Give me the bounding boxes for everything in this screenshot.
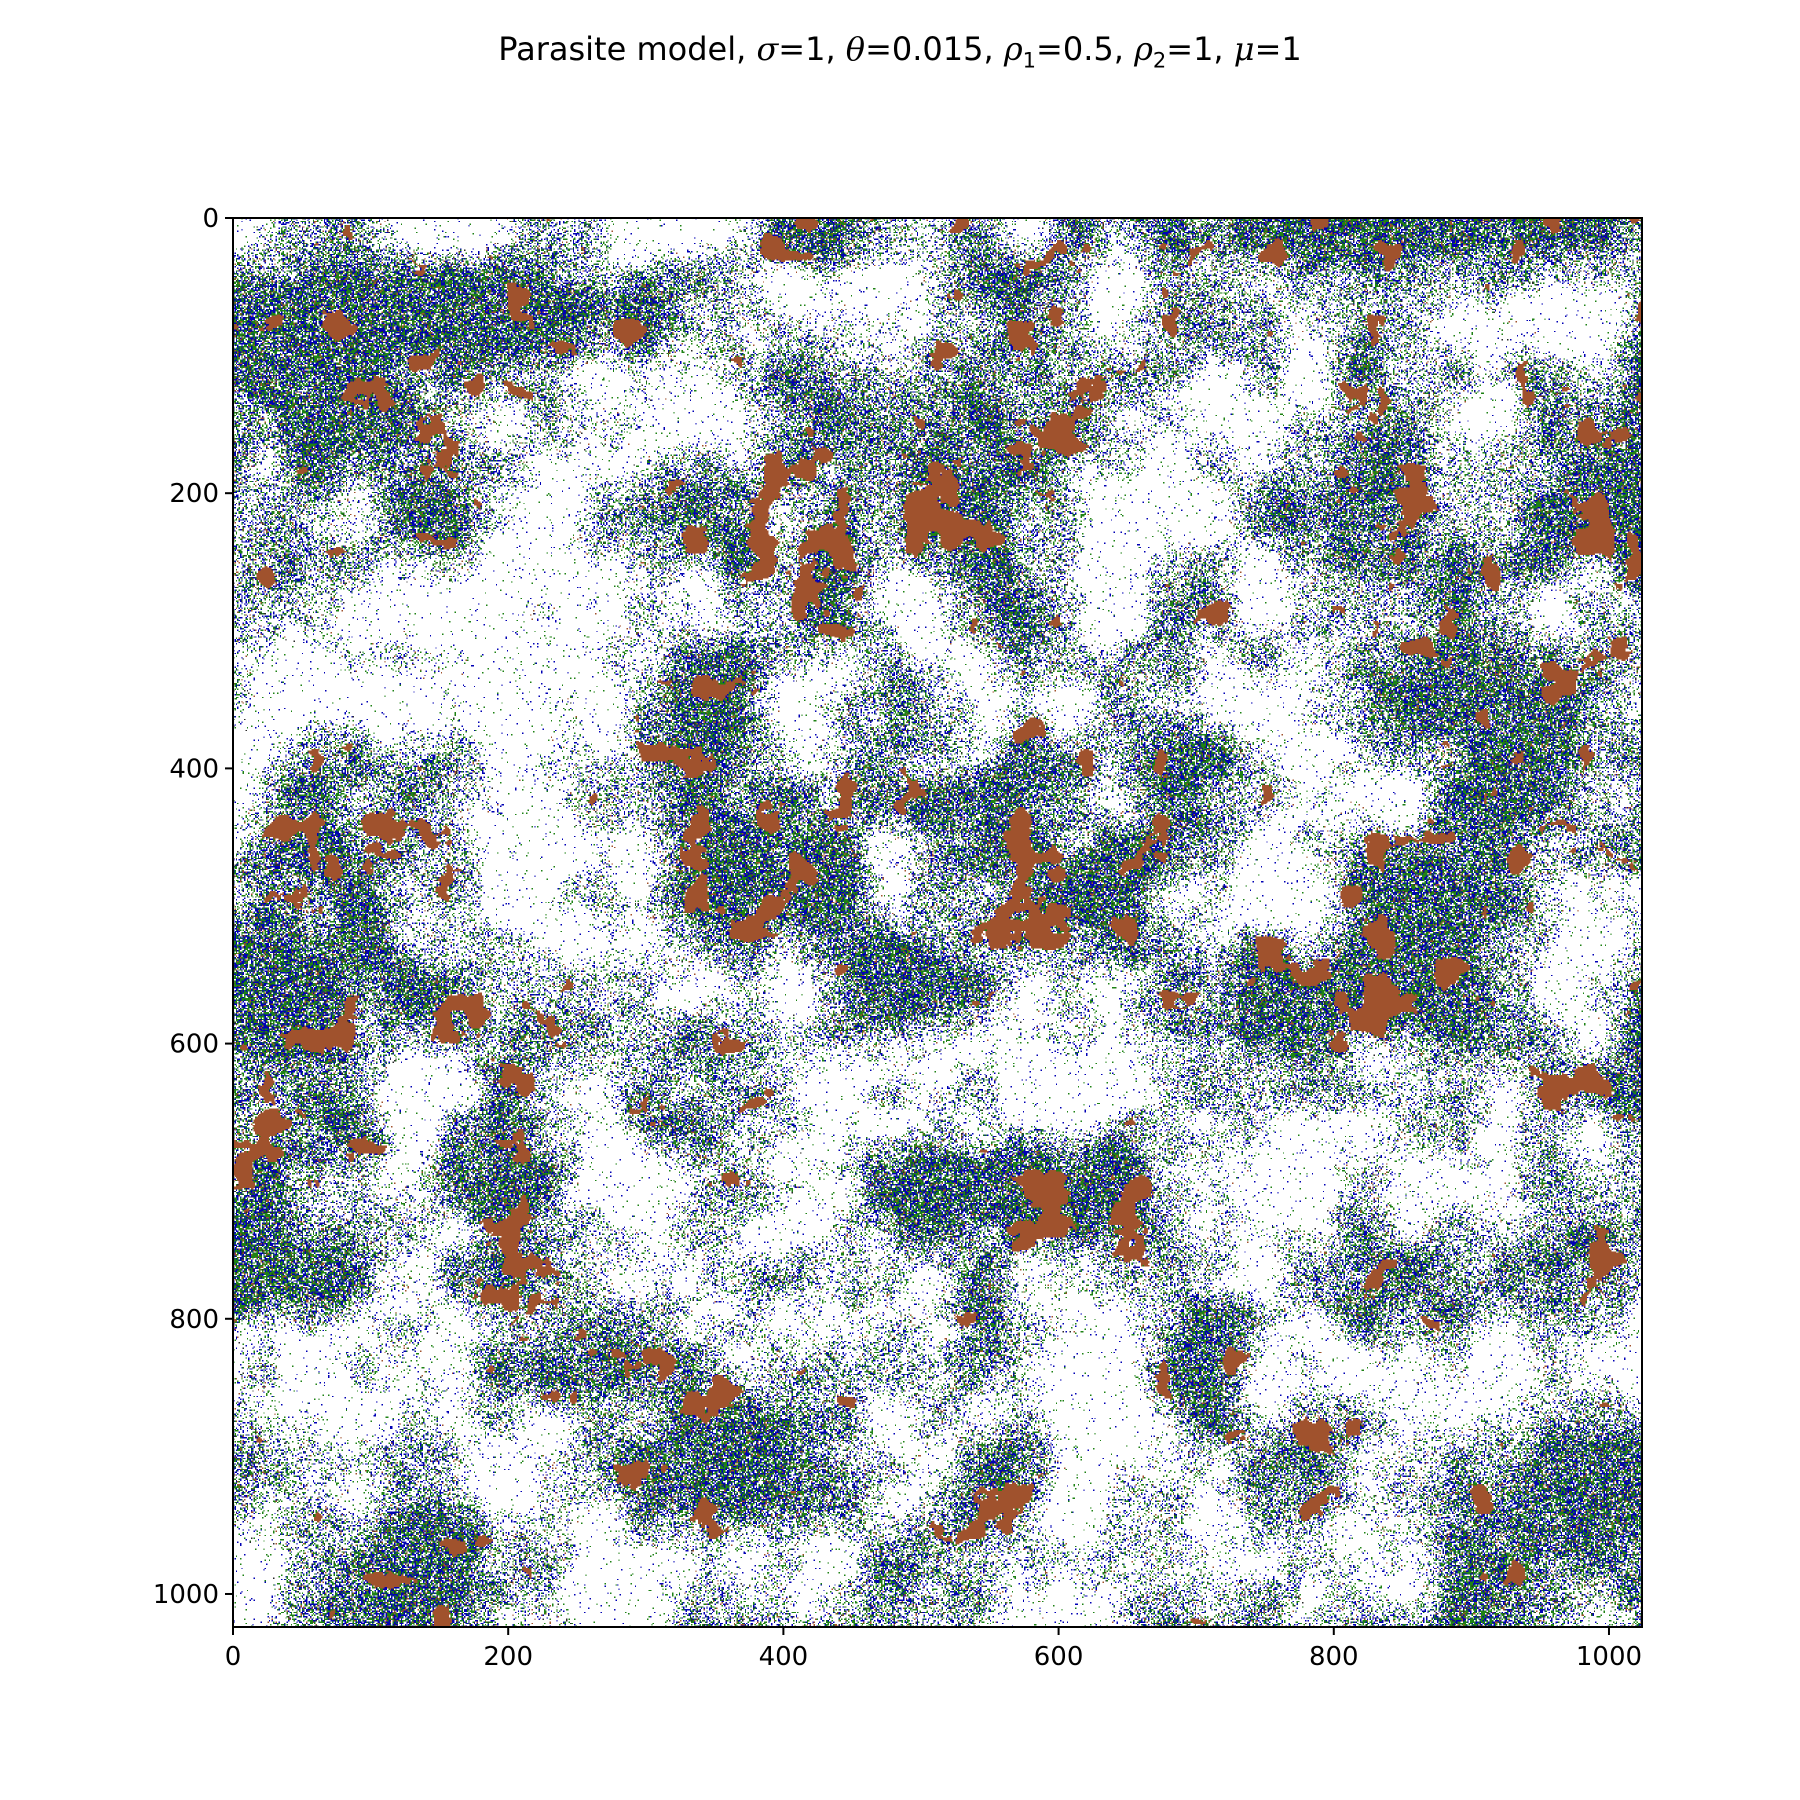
x-tick-label-5: 1000 — [1576, 1642, 1642, 1672]
title-part-12: =1 — [1254, 30, 1302, 68]
title-part-8: ρ — [1134, 30, 1153, 68]
x-tick-label-0: 0 — [225, 1642, 242, 1672]
y-tick-label-5: 1000 — [153, 1580, 219, 1610]
title-part-10: =1, — [1166, 30, 1234, 68]
x-tick-label-4: 800 — [1309, 1642, 1359, 1672]
heatmap-image — [233, 218, 1642, 1627]
title-part-4: =0.015, — [865, 30, 1004, 68]
title-part-1: σ — [756, 30, 779, 68]
y-tick-label-2: 400 — [169, 754, 219, 784]
y-tick-label-4: 800 — [169, 1305, 219, 1335]
axes-frame — [232, 217, 1643, 1628]
y-axis: 0 200 400 600 800 1000 — [153, 204, 233, 1610]
x-tick-label-2: 400 — [759, 1642, 809, 1672]
title-part-0: Parasite model, — [498, 30, 757, 68]
y-tick-label-3: 600 — [169, 1030, 219, 1060]
title-part-3: θ — [845, 30, 866, 68]
title-part-7: =0.5, — [1036, 30, 1135, 68]
y-tick-label-1: 200 — [169, 479, 219, 509]
title-part-6: 1 — [1022, 48, 1037, 73]
x-tick-label-3: 600 — [1034, 1642, 1084, 1672]
title-part-2: =1, — [778, 30, 846, 68]
title-part-9: 2 — [1152, 48, 1167, 73]
x-tick-label-1: 200 — [483, 1642, 533, 1672]
chart-title: Parasite model, σ=1, θ=0.015, ρ1=0.5, ρ2… — [0, 30, 1800, 72]
x-axis: 0 200 400 600 800 1000 — [225, 1627, 1642, 1672]
y-tick-label-0: 0 — [202, 204, 219, 234]
title-part-11: μ — [1233, 30, 1255, 68]
title-part-5: ρ — [1003, 30, 1023, 68]
